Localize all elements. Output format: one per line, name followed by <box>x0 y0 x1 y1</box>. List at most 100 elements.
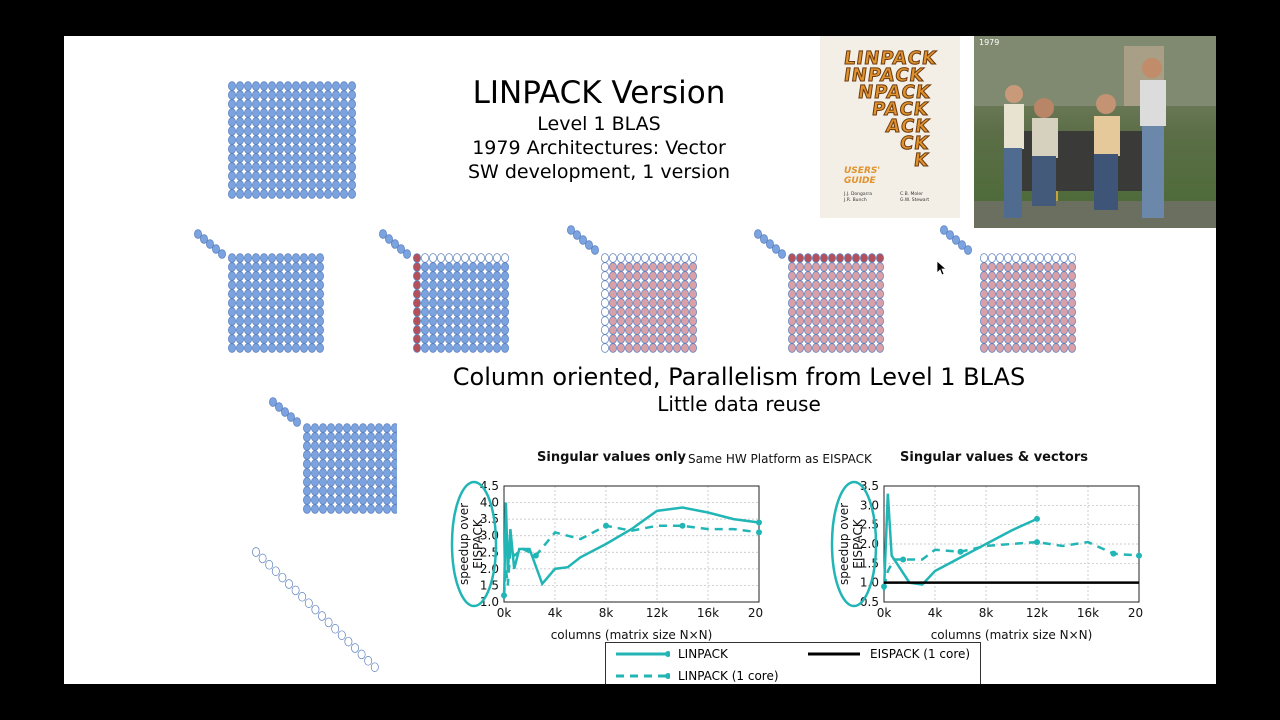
diagonal-dot <box>212 244 220 254</box>
matrix-dot <box>437 280 445 290</box>
matrix-dot <box>852 271 860 281</box>
matrix-dot <box>1052 289 1060 299</box>
matrix-dot <box>828 325 836 335</box>
matrix-dot <box>828 262 836 272</box>
matrix-dot <box>641 334 649 344</box>
matrix-dot <box>244 325 252 335</box>
matrix-dot <box>300 298 308 308</box>
matrix-dot <box>796 262 804 272</box>
matrix-dot <box>340 117 348 127</box>
matrix-dot <box>673 325 681 335</box>
matrix-dot <box>316 280 324 290</box>
matrix-dot <box>268 316 276 326</box>
matrix-dot <box>445 307 453 317</box>
matrix-dot <box>852 334 860 344</box>
matrix-dot <box>469 280 477 290</box>
matrix-dot <box>673 280 681 290</box>
matrix-dot <box>300 144 308 154</box>
matrix-dot <box>236 180 244 190</box>
matrix-dot <box>311 423 319 433</box>
matrix-dot <box>308 108 316 118</box>
matrix-dot <box>788 280 796 290</box>
matrix-dot <box>429 262 437 272</box>
matrix-dot <box>351 441 359 451</box>
matrix-dot <box>348 90 356 100</box>
matrix-dot <box>327 450 335 460</box>
matrix-dot <box>437 325 445 335</box>
matrix-dot <box>316 289 324 299</box>
series-point <box>1034 515 1040 522</box>
matrix-dot <box>308 153 316 163</box>
mid-line-1: Column oriented, Parallelism from Level … <box>452 363 1026 391</box>
matrix-dot <box>284 126 292 136</box>
y-tick-label: 2.0 <box>860 537 879 551</box>
matrix-dot <box>252 325 260 335</box>
matrix-dot <box>1020 298 1028 308</box>
matrix-dot <box>308 280 316 290</box>
matrix-dot <box>868 307 876 317</box>
matrix-dot <box>1004 289 1012 299</box>
matrix-dot <box>244 307 252 317</box>
matrix-dot <box>375 486 383 496</box>
matrix-dot <box>1060 316 1068 326</box>
matrix-dot <box>375 468 383 478</box>
matrix-dot <box>324 99 332 109</box>
matrix-dot <box>844 343 852 353</box>
matrix-dot <box>477 280 485 290</box>
matrix-dot <box>609 289 617 299</box>
matrix-dot <box>348 135 356 145</box>
matrix-dot <box>429 325 437 335</box>
matrix-dot <box>445 262 453 272</box>
matrix-dot <box>844 271 852 281</box>
matrix-dot <box>445 298 453 308</box>
matrix-dot <box>1028 316 1036 326</box>
matrix-dot <box>236 99 244 109</box>
matrix-step-2 <box>379 229 509 353</box>
matrix-dot <box>828 307 836 317</box>
x-tick-label: 12k <box>646 606 668 620</box>
matrix-dot <box>1012 289 1020 299</box>
mid-text: Column oriented, Parallelism from Level … <box>434 362 1044 416</box>
matrix-dot <box>1068 262 1076 272</box>
matrix-dot <box>319 468 327 478</box>
matrix-dot <box>485 280 493 290</box>
matrix-dot <box>844 280 852 290</box>
diagonal-dot <box>754 229 762 239</box>
matrix-dot <box>276 180 284 190</box>
plot-frame <box>883 485 1140 603</box>
matrix-dot <box>641 280 649 290</box>
matrix-dot <box>284 289 292 299</box>
matrix-dot <box>252 171 260 181</box>
matrix-dot <box>996 325 1004 335</box>
matrix-dot <box>996 307 1004 317</box>
matrix-dot <box>260 153 268 163</box>
diagonal-dot <box>278 572 287 583</box>
matrix-dot <box>1028 343 1036 353</box>
matrix-dot <box>1036 343 1044 353</box>
matrix-dot <box>421 280 429 290</box>
matrix-dot <box>1052 325 1060 335</box>
matrix-dot <box>303 495 311 505</box>
matrix-dot <box>327 504 335 514</box>
matrix-dot <box>348 126 356 136</box>
matrix-dot <box>1004 253 1012 263</box>
matrix-dot <box>311 459 319 469</box>
matrix-dot <box>268 135 276 145</box>
matrix-dot <box>1020 334 1028 344</box>
matrix-dot <box>1044 325 1052 335</box>
matrix-dot <box>236 126 244 136</box>
chart-singular-values-vectors: 0.51.01.52.02.53.03.50k4k8k12k16k20kcolu… <box>830 479 1144 642</box>
matrix-dot <box>996 289 1004 299</box>
matrix-dot <box>617 325 625 335</box>
matrix-dot <box>633 298 641 308</box>
matrix-dot <box>689 334 697 344</box>
matrix-dot <box>1028 334 1036 344</box>
matrix-dot <box>300 325 308 335</box>
matrix-dot <box>665 271 673 281</box>
matrix-dot <box>649 298 657 308</box>
matrix-dot <box>1060 262 1068 272</box>
matrix-dot <box>391 486 397 496</box>
matrix-dot <box>236 81 244 91</box>
matrix-dot <box>260 99 268 109</box>
matrix-dot <box>276 289 284 299</box>
